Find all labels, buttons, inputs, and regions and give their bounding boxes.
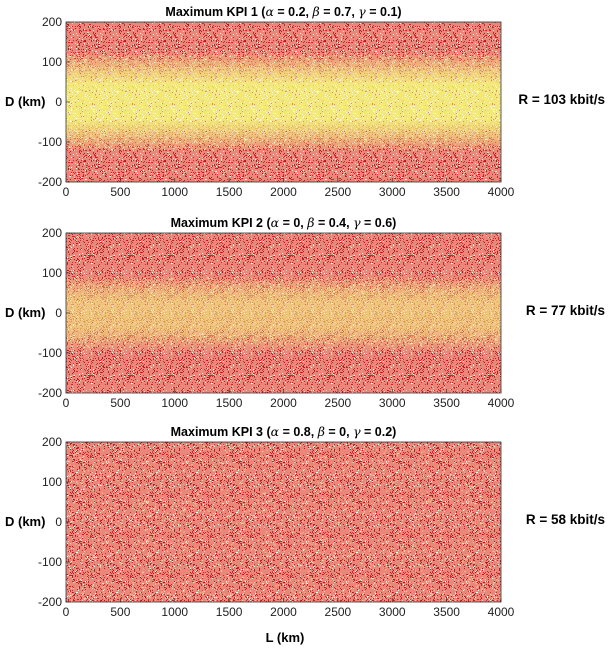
- x-tick-label: 4000: [488, 185, 515, 199]
- x-tick-label: 3000: [379, 396, 406, 410]
- x-tick-label: 1500: [216, 605, 243, 619]
- heatmap-area: [66, 442, 501, 602]
- x-tick-label: 2500: [325, 396, 352, 410]
- high-kpi-band: [66, 275, 501, 351]
- y-tick-label: -100: [38, 555, 62, 569]
- high-kpi-band: [66, 52, 501, 152]
- x-tick-label: 2000: [270, 396, 297, 410]
- y-tick-label: -100: [38, 346, 62, 360]
- heatmap-area: [66, 22, 501, 182]
- x-tick-label: 3000: [379, 605, 406, 619]
- y-axis-label: D (km): [5, 514, 45, 529]
- y-tick-label: 200: [42, 435, 62, 449]
- panel-title: Maximum KPI 2 (α = 0, β = 0.4, γ = 0.6): [171, 215, 397, 230]
- y-tick-label: 200: [42, 226, 62, 240]
- y-tick-label: -200: [38, 386, 62, 400]
- y-tick-label: -100: [38, 135, 62, 149]
- x-tick-label: 1000: [161, 396, 188, 410]
- x-tick-label: 4000: [488, 605, 515, 619]
- y-tick-label: 100: [42, 55, 62, 69]
- x-tick-label: 0: [63, 396, 70, 410]
- y-tick-label: 200: [42, 15, 62, 29]
- y-tick-label: 0: [55, 515, 62, 529]
- x-tick-label: 4000: [488, 396, 515, 410]
- x-tick-label: 0: [63, 605, 70, 619]
- panel-title: Maximum KPI 1 (α = 0.2, β = 0.7, γ = 0.1…: [165, 4, 401, 19]
- rate-label: R = 58 kbit/s: [526, 512, 605, 527]
- y-tick-label: -200: [38, 595, 62, 609]
- x-tick-label: 1500: [216, 185, 243, 199]
- x-tick-label: 500: [110, 396, 130, 410]
- y-tick-label: 100: [42, 475, 62, 489]
- y-axis-label: D (km): [5, 94, 45, 109]
- x-tick-label: 0: [63, 185, 70, 199]
- x-tick-label: 2000: [270, 605, 297, 619]
- x-tick-label: 1000: [161, 605, 188, 619]
- x-axis-label: L (km): [266, 630, 305, 645]
- heatmap-area: [66, 233, 501, 393]
- y-tick-label: -200: [38, 175, 62, 189]
- x-tick-label: 3500: [433, 396, 460, 410]
- x-tick-label: 2000: [270, 185, 297, 199]
- x-tick-label: 1000: [161, 185, 188, 199]
- x-tick-label: 3500: [433, 605, 460, 619]
- kpi-panel-1: Maximum KPI 1 (α = 0.2, β = 0.7, γ = 0.1…: [5, 4, 605, 199]
- x-tick-label: 500: [110, 605, 130, 619]
- x-tick-label: 2500: [325, 185, 352, 199]
- rate-label: R = 103 kbit/s: [518, 92, 605, 107]
- kpi-panel-2: Maximum KPI 2 (α = 0, β = 0.4, γ = 0.6) 0…: [5, 215, 605, 410]
- y-tick-label: 0: [55, 95, 62, 109]
- x-tick-label: 500: [110, 185, 130, 199]
- x-tick-label: 3000: [379, 185, 406, 199]
- kpi-panel-3: Maximum KPI 3 (α = 0.8, β = 0, γ = 0.2) 0…: [5, 424, 605, 619]
- rate-label: R = 77 kbit/s: [526, 303, 605, 318]
- y-tick-label: 100: [42, 266, 62, 280]
- panel-title: Maximum KPI 3 (α = 0.8, β = 0, γ = 0.2): [171, 424, 397, 439]
- y-axis-label: D (km): [5, 305, 45, 320]
- x-tick-label: 3500: [433, 185, 460, 199]
- x-tick-label: 1500: [216, 396, 243, 410]
- y-tick-label: 0: [55, 306, 62, 320]
- x-tick-label: 2500: [325, 605, 352, 619]
